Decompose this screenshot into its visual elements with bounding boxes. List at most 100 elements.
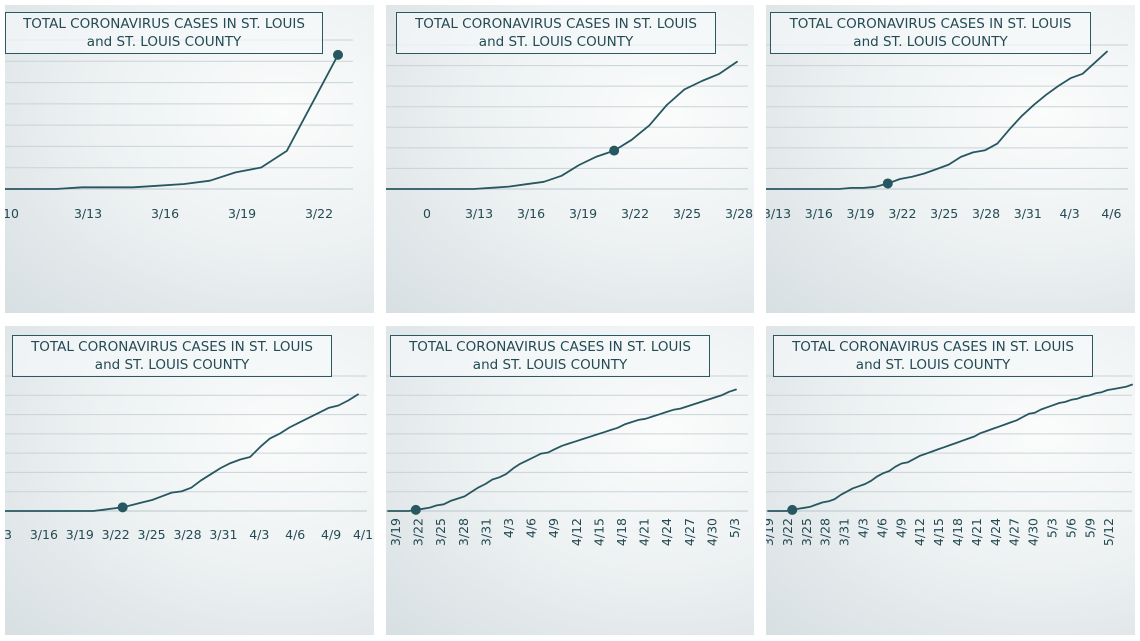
x-tick-label: 3/16 <box>517 206 545 221</box>
x-tick-label: 3/25 <box>673 206 701 221</box>
chart-subtitle: and ST. LOUIS COUNTY <box>853 34 1008 50</box>
x-tick-label: 3/19 <box>388 518 403 546</box>
x-tick-label: 4/9 <box>546 518 561 538</box>
x-tick-label: 4/3 <box>501 518 516 538</box>
chart-title-box: TOTAL CORONAVIRUS CASES IN ST. LOUIS and … <box>396 12 716 54</box>
x-tick-label: 3/19 <box>66 527 94 542</box>
x-tick-label: 4/6 <box>1101 206 1121 221</box>
x-tick-label: 3/31 <box>1014 206 1042 221</box>
chart-panel-4: 3 3/16 3/19 3/22 3/25 3/28 3/31 4/3 4/6 4/9 4/12 TO… <box>5 326 374 635</box>
x-tick-label: 4/15 <box>591 518 606 546</box>
x-tick-label: 3/31 <box>478 518 493 546</box>
x-tick-label: 3/25 <box>799 518 814 546</box>
line-chart-svg: 3/19 3/22 3/25 3/28 3/31 4/3 4/6 4/9 4/12 4/15 4/1… <box>386 375 748 546</box>
x-tick-label: 4/3 <box>1060 206 1080 221</box>
highlight-point <box>410 504 421 515</box>
x-tick-label: 3/22 <box>305 206 333 221</box>
chart-title-box: TOTAL CORONAVIRUS CASES IN ST. LOUIS and … <box>12 335 332 377</box>
x-tick-label: 3/19 <box>766 518 776 546</box>
chart-title: TOTAL CORONAVIRUS CASES IN ST. LOUIS <box>792 339 1074 355</box>
chart-subtitle: and ST. LOUIS COUNTY <box>478 34 634 50</box>
chart-subtitle: and ST. LOUIS COUNTY <box>94 357 250 373</box>
chart-title-box: TOTAL CORONAVIRUS CASES IN ST. LOUIS and … <box>5 12 323 54</box>
x-tick-label: 3/16 <box>151 206 179 221</box>
x-tick-label: 3/22 <box>888 206 916 221</box>
x-tick-label: 3/19 <box>847 206 875 221</box>
chart-panel-2: 0 3/13 3/16 3/19 3/22 3/25 3/28 TOTAL CORONAVIR… <box>386 5 754 313</box>
x-tick-label: 4/9 <box>893 518 908 538</box>
x-tick-label: 4/21 <box>969 518 984 546</box>
x-tick-label: 5/6 <box>1063 518 1078 538</box>
x-tick-label: 3/13 <box>74 206 102 221</box>
series-line <box>767 383 1133 512</box>
chart-title: TOTAL CORONAVIRUS CASES IN ST. LOUIS <box>31 339 313 355</box>
x-tick-label: 4/3 <box>856 518 871 538</box>
x-tick-label: 3/22 <box>621 206 649 221</box>
highlight-point <box>333 49 343 60</box>
series-line <box>5 393 359 512</box>
x-tick-label: 3/31 <box>209 527 237 542</box>
x-tick-label: 4/18 <box>950 518 965 546</box>
x-tick-label: 4/24 <box>659 518 674 546</box>
x-tick-label: 5/3 <box>1045 518 1060 538</box>
chart-subtitle: and ST. LOUIS COUNTY <box>855 357 1011 373</box>
x-tick-label: 3/28 <box>456 518 471 546</box>
x-tick-label: 4/12 <box>569 518 584 546</box>
highlight-point <box>609 145 620 156</box>
series-line <box>766 50 1108 190</box>
x-tick-label: 4/15 <box>931 518 946 546</box>
x-tick-label: 3/22 <box>411 518 426 546</box>
x-tick-label: 3/28 <box>972 206 1000 221</box>
x-tick-label: 4/3 <box>249 527 269 542</box>
x-tick-label: 3/31 <box>837 518 852 546</box>
x-tick-label: 4/24 <box>988 518 1003 546</box>
chart-panel-3: 3/13 3/16 3/19 3/22 3/25 3/28 3/31 4/3 4/6 TOTAL … <box>766 5 1135 313</box>
x-tick-label: 3/19 <box>228 206 256 221</box>
highlight-point <box>787 504 798 515</box>
x-tick-label: 3/28 <box>818 518 833 546</box>
x-tick-label: 5/3 <box>727 518 742 538</box>
x-tick-label: 4/30 <box>704 518 719 546</box>
x-tick-label: 4/6 <box>874 518 889 538</box>
x-tick-label: 3/25 <box>138 527 166 542</box>
x-tick-label: 0 <box>423 206 431 221</box>
x-tick-label: 3/28 <box>725 206 753 221</box>
x-tick-label: 3/28 <box>173 527 201 542</box>
x-tick-label: 4/6 <box>285 527 305 542</box>
x-tick-label: 3/22 <box>780 518 795 546</box>
x-tick-label: 4/12 <box>353 527 374 542</box>
x-tick-label: 3/25 <box>433 518 448 546</box>
highlight-point <box>882 178 893 189</box>
x-tick-label: 3 <box>5 527 12 542</box>
x-tick-label: 3/16 <box>805 206 833 221</box>
series-line <box>5 54 339 190</box>
x-tick-label: 3/19 <box>569 206 597 221</box>
x-tick-label: 3/13 <box>465 206 493 221</box>
x-tick-label: 4/18 <box>614 518 629 546</box>
line-chart-svg: 3/19 3/22 3/25 3/28 3/31 4/3 4/6 4/9 4/12 4/15 4/1… <box>766 375 1133 546</box>
x-tick-label: 4/21 <box>637 518 652 546</box>
x-tick-label: 10 <box>5 206 19 221</box>
x-tick-label: 4/27 <box>682 518 697 546</box>
chart-subtitle: and ST. LOUIS COUNTY <box>86 34 242 50</box>
x-tick-label: 3/22 <box>102 527 130 542</box>
chart-title: TOTAL CORONAVIRUS CASES IN ST. LOUIS <box>789 16 1072 32</box>
x-tick-label: 3/25 <box>930 206 958 221</box>
series-line <box>387 388 737 512</box>
x-tick-label: 3/13 <box>766 206 791 221</box>
chart-title: TOTAL CORONAVIRUS CASES IN ST. LOUIS <box>409 339 691 355</box>
line-chart-svg: 0 3/13 3/16 3/19 3/22 3/25 3/28 <box>386 44 753 221</box>
x-tick-label: 4/6 <box>524 518 539 538</box>
chart-subtitle: and ST. LOUIS COUNTY <box>472 357 628 373</box>
x-tick-label: 5/9 <box>1082 518 1097 538</box>
x-tick-label: 4/30 <box>1026 518 1041 546</box>
x-tick-label: 4/12 <box>912 518 927 546</box>
highlight-point <box>117 502 128 513</box>
chart-panel-5: 3/19 3/22 3/25 3/28 3/31 4/3 4/6 4/9 4/12 4/15 4/1… <box>386 326 754 635</box>
series-line <box>386 60 738 190</box>
x-tick-label: 4/9 <box>321 527 341 542</box>
chart-title-box: TOTAL CORONAVIRUS CASES IN ST. LOUIS and … <box>390 335 710 377</box>
x-tick-label: 3/16 <box>30 527 58 542</box>
chart-title-box: TOTAL CORONAVIRUS CASES IN ST. LOUIS and … <box>773 335 1093 377</box>
line-chart-svg: 3 3/16 3/19 3/22 3/25 3/28 3/31 4/3 4/6 4/9 4/12 <box>5 375 374 542</box>
